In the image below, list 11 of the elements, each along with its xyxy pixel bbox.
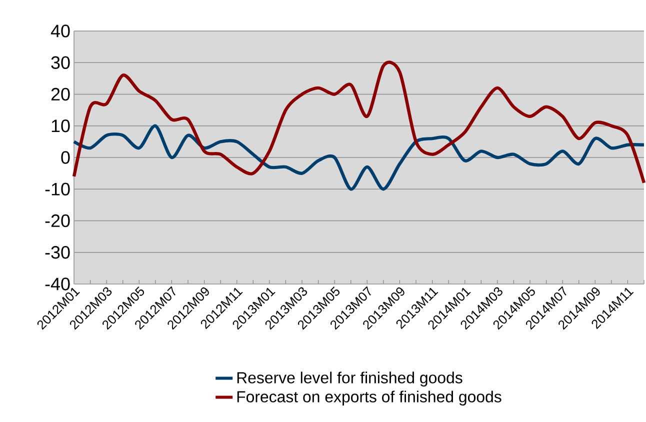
line-series bbox=[72, 124, 646, 191]
y-tick-label: -30 bbox=[45, 246, 70, 259]
y-tick-label: 20 bbox=[51, 88, 70, 101]
y-tick-label: 30 bbox=[51, 56, 70, 69]
y-tick-label: -10 bbox=[45, 182, 70, 196]
legend-label: Forecast on exports of finished goods bbox=[237, 390, 502, 406]
y-tick-label: -20 bbox=[45, 214, 70, 228]
y-tick-label: 10 bbox=[52, 120, 70, 132]
legend-label: Reserve level for finished goods bbox=[237, 372, 462, 387]
y-tick-label: 0 bbox=[61, 151, 70, 164]
y-tick-label: 40 bbox=[50, 24, 70, 38]
